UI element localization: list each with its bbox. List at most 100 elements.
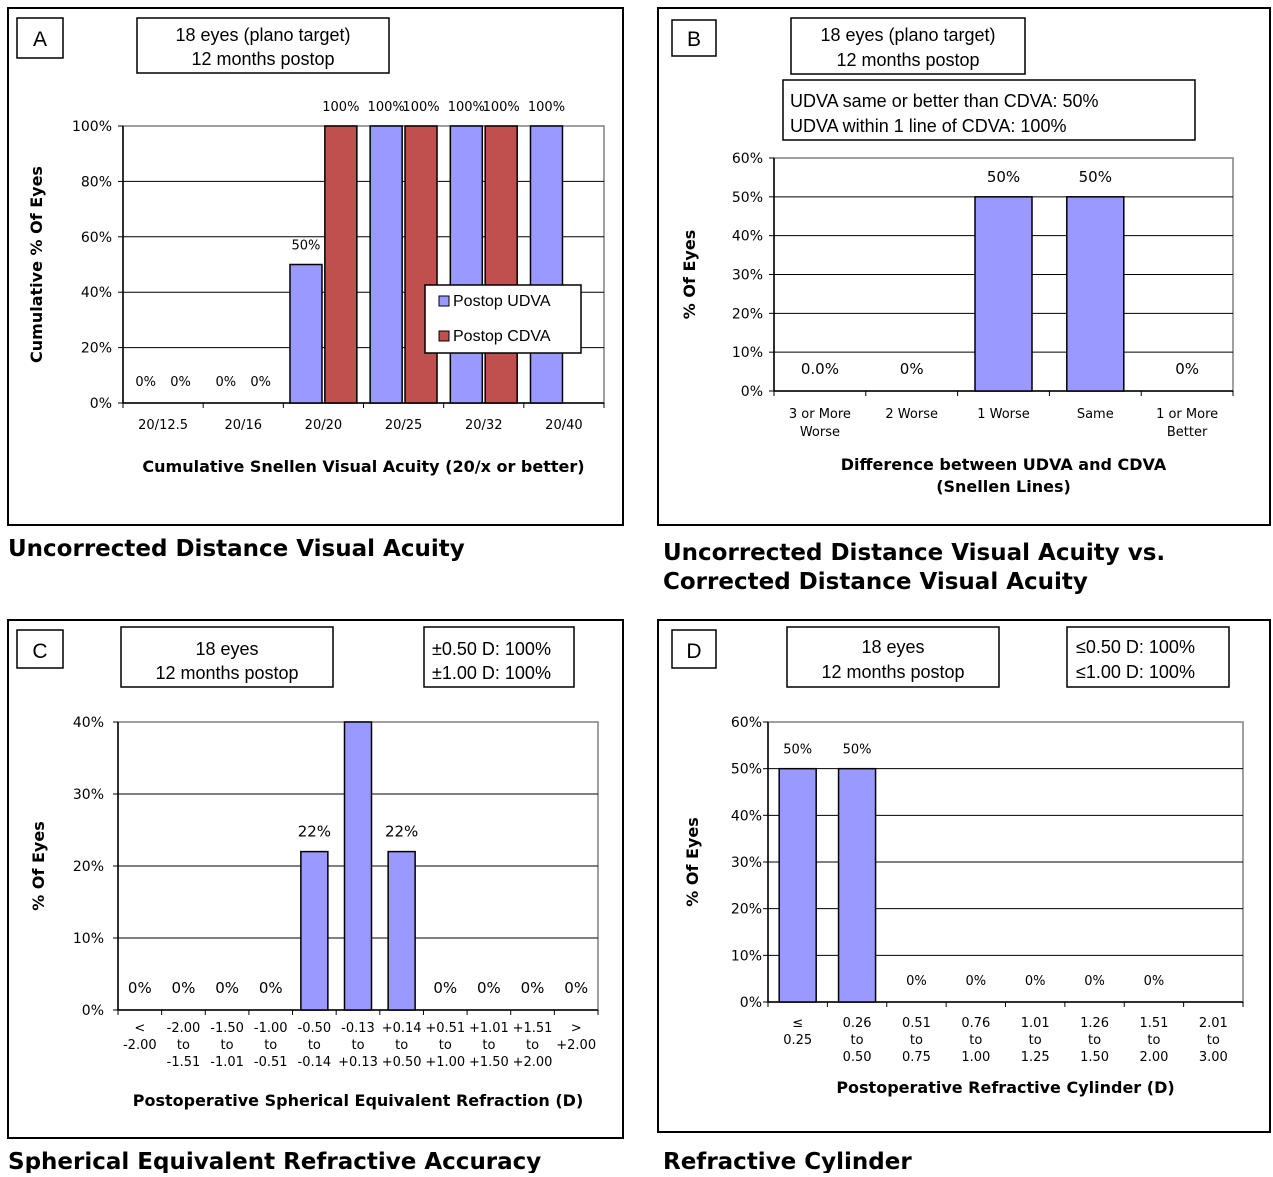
panel-caption: Spherical Equivalent Refractive Accuracy [8, 1149, 541, 1173]
x-tick-label: to [526, 1038, 539, 1053]
x-tick-label: Worse [800, 425, 840, 440]
data-label: 0% [1084, 974, 1105, 989]
info-box [136, 17, 390, 74]
data-label: 100% [322, 100, 359, 115]
bar [974, 196, 1033, 392]
x-tick-label: to [308, 1038, 321, 1053]
x-tick-label: to [1207, 1033, 1220, 1048]
y-axis-label: % Of Eyes [29, 821, 48, 910]
bar [449, 125, 484, 404]
panel-letter-box [671, 629, 717, 669]
y-tick-label: 20% [732, 306, 763, 322]
plot-area [122, 125, 605, 404]
x-tick-label: to [1029, 1033, 1042, 1048]
data-label: 0% [900, 360, 924, 378]
x-tick-label: 1.25 [1021, 1050, 1050, 1065]
note-box [1066, 626, 1230, 688]
x-tick-label: 3.00 [1199, 1050, 1228, 1065]
x-tick-label: -1.51 [167, 1055, 201, 1070]
x-tick-label: +0.50 [382, 1055, 422, 1070]
x-tick-label: -1.01 [210, 1055, 244, 1070]
panel-caption: Refractive Cylinder [663, 1149, 912, 1173]
x-tick-label: -0.13 [341, 1021, 375, 1036]
x-tick-label: 20/20 [305, 418, 342, 433]
x-axis-label: Cumulative Snellen Visual Acuity (20/x o… [142, 457, 584, 476]
bar [1066, 196, 1125, 392]
panel-caption: Uncorrected Distance Visual Acuity [8, 536, 465, 562]
x-tick-label: -0.50 [298, 1021, 332, 1036]
data-label: 0% [215, 375, 236, 390]
note-line: UDVA same or better than CDVA: 50% [790, 91, 1098, 111]
panel-letter: A [33, 28, 47, 51]
legend [424, 284, 582, 354]
y-tick-label: 40% [81, 285, 112, 301]
x-tick-label: to [1147, 1033, 1160, 1048]
x-tick-label: to [851, 1033, 864, 1048]
data-label: 50% [783, 743, 812, 758]
info-line: 18 eyes (plano target) [820, 25, 995, 45]
x-tick-label: to [395, 1038, 408, 1053]
x-axis-label: Difference between UDVA and CDVA [841, 455, 1167, 474]
x-tick-label: 0.76 [961, 1016, 990, 1031]
info-line: 18 eyes [195, 639, 258, 659]
x-tick-label: 1 Worse [977, 407, 1030, 422]
x-tick-label: +2.00 [556, 1038, 596, 1053]
x-tick-label: 1 or More [1156, 407, 1218, 422]
data-label: 22% [385, 823, 418, 841]
note-box [423, 626, 575, 688]
bar [387, 850, 416, 1011]
x-tick-label: +1.01 [469, 1021, 509, 1036]
x-tick-label: -1.00 [254, 1021, 288, 1036]
panel-letter-box [671, 19, 717, 57]
info-line: 12 months postop [191, 49, 334, 69]
x-tick-label: ≤ [792, 1016, 803, 1031]
x-tick-label: 1.00 [961, 1050, 990, 1065]
y-axis-label: Cumulative % Of Eyes [27, 166, 46, 363]
x-tick-label: +1.50 [469, 1055, 509, 1070]
legend-label: Postop UDVA [453, 293, 551, 310]
x-tick-label: 0.75 [902, 1050, 931, 1065]
x-tick-label: +0.13 [338, 1055, 378, 1070]
x-tick-label: +1.00 [425, 1055, 465, 1070]
panel-letter: B [687, 28, 701, 51]
bar [529, 125, 564, 404]
data-label: 100% [402, 100, 439, 115]
y-axis-label: % Of Eyes [683, 817, 702, 906]
panel-letter-box [16, 17, 64, 59]
data-label: 0% [1144, 974, 1165, 989]
data-label: 0% [135, 375, 156, 390]
y-tick-label: 20% [73, 859, 104, 875]
x-tick-label: 1.01 [1021, 1016, 1050, 1031]
x-tick-label: +2.00 [513, 1055, 553, 1070]
y-tick-label: 60% [732, 151, 763, 167]
x-tick-label: 2.01 [1199, 1016, 1228, 1031]
legend-label: Postop CDVA [453, 328, 551, 345]
data-label: 0% [172, 979, 196, 997]
data-label: 100% [368, 100, 405, 115]
x-tick-label: -2.00 [123, 1038, 157, 1053]
info-line: 18 eyes [861, 637, 924, 657]
x-tick-label: 20/25 [385, 418, 422, 433]
x-tick-label: 0.50 [843, 1050, 872, 1065]
x-tick-label: to [439, 1038, 452, 1053]
x-tick-label: 2 Worse [885, 407, 938, 422]
info-box [786, 626, 1000, 688]
y-tick-label: 40% [732, 229, 763, 245]
info-line: 12 months postop [155, 663, 298, 683]
bar [484, 125, 518, 404]
x-tick-label: 2.00 [1139, 1050, 1168, 1065]
x-tick-label: to [969, 1033, 982, 1048]
legend-swatch [438, 295, 450, 307]
y-tick-label: 100% [72, 119, 112, 135]
x-tick-label: Better [1167, 425, 1208, 440]
y-tick-label: 20% [731, 902, 762, 918]
data-label: 0% [477, 979, 501, 997]
y-tick-label: 40% [731, 808, 762, 824]
data-label: 0% [259, 979, 283, 997]
data-label: 0% [966, 974, 987, 989]
y-tick-label: 60% [731, 715, 762, 731]
panel-a: A 18 eyes (plano target) 12 months postop U… [7, 7, 624, 562]
data-label: 0% [250, 375, 271, 390]
bar [837, 767, 877, 1003]
data-label: 0% [1025, 974, 1046, 989]
